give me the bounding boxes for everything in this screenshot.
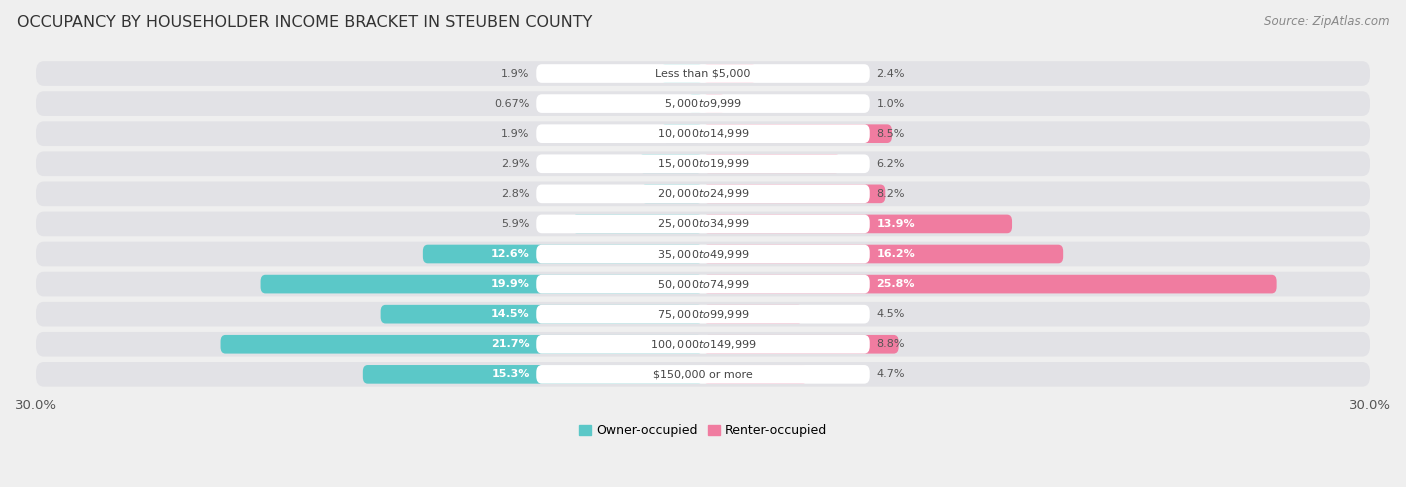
Text: $35,000 to $49,999: $35,000 to $49,999 <box>657 247 749 261</box>
Text: $25,000 to $34,999: $25,000 to $34,999 <box>657 217 749 230</box>
Text: 2.4%: 2.4% <box>876 69 905 78</box>
FancyBboxPatch shape <box>37 91 1369 116</box>
Text: $10,000 to $14,999: $10,000 to $14,999 <box>657 127 749 140</box>
FancyBboxPatch shape <box>661 64 703 83</box>
FancyBboxPatch shape <box>572 215 703 233</box>
Text: 0.67%: 0.67% <box>494 98 530 109</box>
Text: 8.8%: 8.8% <box>876 339 905 349</box>
FancyBboxPatch shape <box>37 61 1369 86</box>
Text: 8.5%: 8.5% <box>876 129 905 139</box>
Text: 1.0%: 1.0% <box>876 98 904 109</box>
FancyBboxPatch shape <box>703 365 807 384</box>
Text: 13.9%: 13.9% <box>876 219 915 229</box>
FancyBboxPatch shape <box>37 332 1369 356</box>
Text: $5,000 to $9,999: $5,000 to $9,999 <box>664 97 742 110</box>
FancyBboxPatch shape <box>536 124 870 143</box>
Text: 1.9%: 1.9% <box>501 69 530 78</box>
Text: $20,000 to $24,999: $20,000 to $24,999 <box>657 187 749 200</box>
FancyBboxPatch shape <box>703 335 898 354</box>
Text: $100,000 to $149,999: $100,000 to $149,999 <box>650 338 756 351</box>
FancyBboxPatch shape <box>536 94 870 113</box>
Text: 12.6%: 12.6% <box>491 249 530 259</box>
FancyBboxPatch shape <box>703 154 841 173</box>
FancyBboxPatch shape <box>536 215 870 233</box>
Text: 4.5%: 4.5% <box>876 309 905 319</box>
FancyBboxPatch shape <box>221 335 703 354</box>
Text: $150,000 or more: $150,000 or more <box>654 369 752 379</box>
Text: 21.7%: 21.7% <box>491 339 530 349</box>
FancyBboxPatch shape <box>536 365 870 384</box>
Text: Less than $5,000: Less than $5,000 <box>655 69 751 78</box>
FancyBboxPatch shape <box>37 362 1369 387</box>
FancyBboxPatch shape <box>423 244 703 263</box>
FancyBboxPatch shape <box>37 182 1369 206</box>
FancyBboxPatch shape <box>37 211 1369 236</box>
FancyBboxPatch shape <box>641 185 703 203</box>
Text: OCCUPANCY BY HOUSEHOLDER INCOME BRACKET IN STEUBEN COUNTY: OCCUPANCY BY HOUSEHOLDER INCOME BRACKET … <box>17 15 592 30</box>
Legend: Owner-occupied, Renter-occupied: Owner-occupied, Renter-occupied <box>574 419 832 442</box>
Text: $15,000 to $19,999: $15,000 to $19,999 <box>657 157 749 170</box>
FancyBboxPatch shape <box>37 272 1369 297</box>
Text: 1.9%: 1.9% <box>501 129 530 139</box>
Text: 2.9%: 2.9% <box>501 159 530 169</box>
FancyBboxPatch shape <box>703 275 1277 294</box>
Text: 5.9%: 5.9% <box>501 219 530 229</box>
Text: 16.2%: 16.2% <box>876 249 915 259</box>
Text: 15.3%: 15.3% <box>491 369 530 379</box>
FancyBboxPatch shape <box>703 185 886 203</box>
FancyBboxPatch shape <box>536 185 870 203</box>
FancyBboxPatch shape <box>703 215 1012 233</box>
Text: 8.2%: 8.2% <box>876 189 905 199</box>
FancyBboxPatch shape <box>536 154 870 173</box>
FancyBboxPatch shape <box>363 365 703 384</box>
FancyBboxPatch shape <box>260 275 703 294</box>
Text: 4.7%: 4.7% <box>876 369 905 379</box>
FancyBboxPatch shape <box>536 335 870 354</box>
FancyBboxPatch shape <box>536 64 870 83</box>
Text: $75,000 to $99,999: $75,000 to $99,999 <box>657 308 749 320</box>
FancyBboxPatch shape <box>688 94 703 113</box>
FancyBboxPatch shape <box>638 154 703 173</box>
FancyBboxPatch shape <box>536 244 870 263</box>
Text: 14.5%: 14.5% <box>491 309 530 319</box>
FancyBboxPatch shape <box>703 94 725 113</box>
FancyBboxPatch shape <box>536 275 870 294</box>
FancyBboxPatch shape <box>703 244 1063 263</box>
FancyBboxPatch shape <box>37 242 1369 266</box>
FancyBboxPatch shape <box>703 124 891 143</box>
Text: $50,000 to $74,999: $50,000 to $74,999 <box>657 278 749 291</box>
Text: 19.9%: 19.9% <box>491 279 530 289</box>
FancyBboxPatch shape <box>37 151 1369 176</box>
FancyBboxPatch shape <box>37 121 1369 146</box>
FancyBboxPatch shape <box>536 305 870 323</box>
FancyBboxPatch shape <box>661 124 703 143</box>
Text: 6.2%: 6.2% <box>876 159 905 169</box>
FancyBboxPatch shape <box>381 305 703 323</box>
Text: 25.8%: 25.8% <box>876 279 915 289</box>
Text: Source: ZipAtlas.com: Source: ZipAtlas.com <box>1264 15 1389 28</box>
FancyBboxPatch shape <box>37 302 1369 326</box>
FancyBboxPatch shape <box>703 64 756 83</box>
Text: 2.8%: 2.8% <box>501 189 530 199</box>
FancyBboxPatch shape <box>703 305 803 323</box>
